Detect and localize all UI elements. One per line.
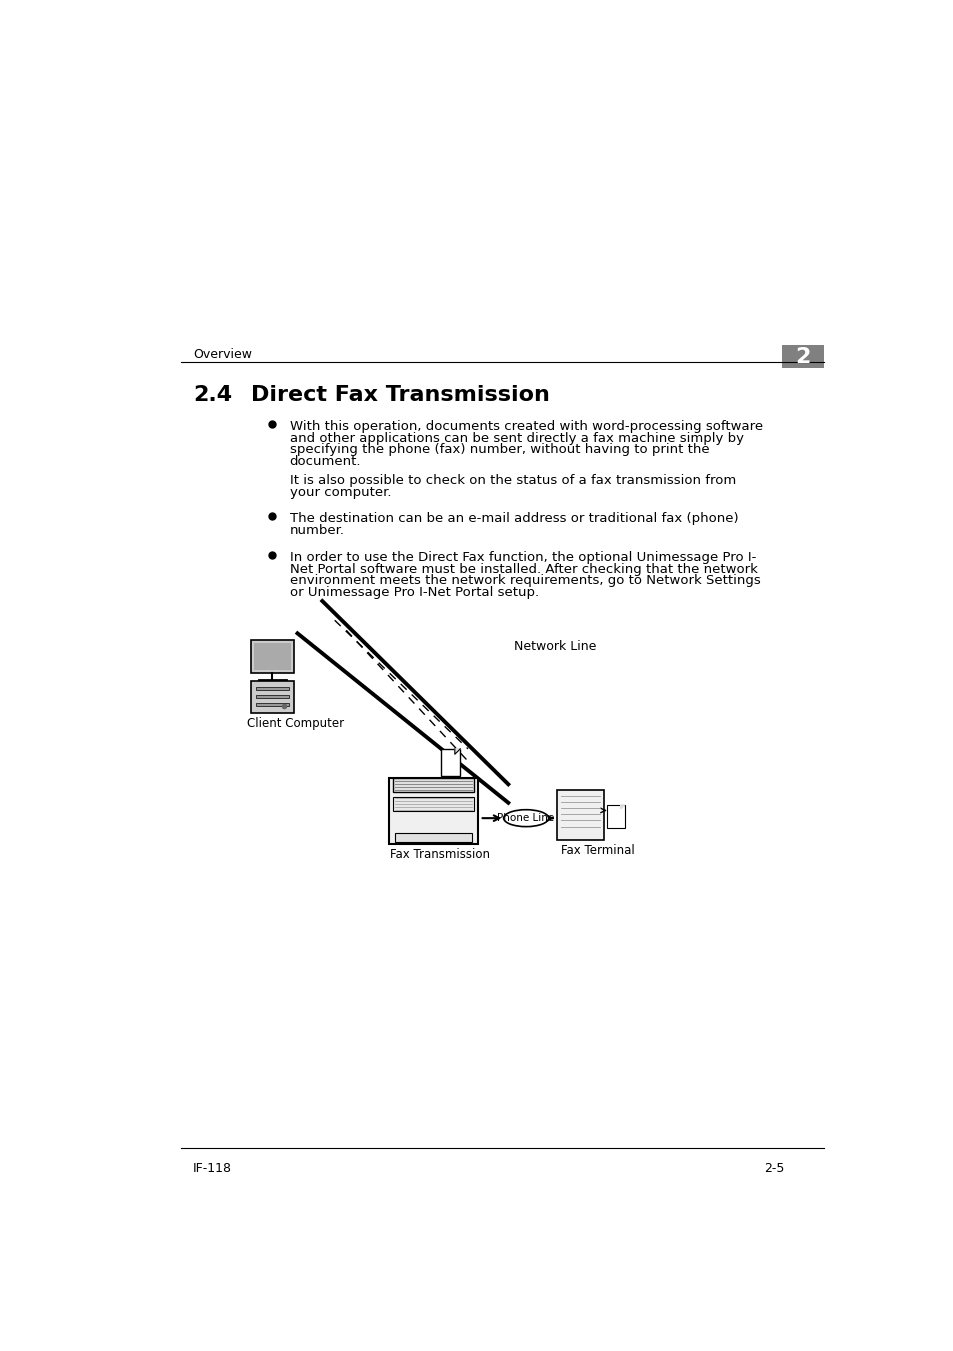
FancyBboxPatch shape	[255, 688, 289, 690]
Text: Network Line: Network Line	[514, 639, 597, 653]
FancyBboxPatch shape	[393, 778, 474, 792]
Text: number.: number.	[290, 524, 344, 536]
Text: environment meets the network requirements, go to Network Settings: environment meets the network requiremen…	[290, 574, 760, 588]
Text: Overview: Overview	[193, 349, 252, 361]
Text: 2: 2	[795, 347, 810, 367]
Text: Client Computer: Client Computer	[247, 717, 344, 731]
Text: and other applications can be sent directly a fax machine simply by: and other applications can be sent direc…	[290, 431, 743, 444]
Text: your computer.: your computer.	[290, 485, 391, 499]
FancyBboxPatch shape	[557, 790, 603, 840]
FancyBboxPatch shape	[395, 832, 472, 842]
Text: document.: document.	[290, 455, 361, 467]
FancyBboxPatch shape	[251, 681, 294, 713]
Polygon shape	[455, 748, 459, 754]
Polygon shape	[620, 805, 624, 809]
FancyBboxPatch shape	[607, 805, 624, 828]
FancyBboxPatch shape	[255, 694, 289, 698]
Text: It is also possible to check on the status of a fax transmission from: It is also possible to check on the stat…	[290, 474, 735, 486]
FancyBboxPatch shape	[251, 639, 294, 673]
FancyBboxPatch shape	[389, 778, 477, 843]
Text: Phone Line: Phone Line	[497, 813, 554, 823]
Ellipse shape	[503, 809, 548, 827]
Text: Net Portal software must be installed. After checking that the network: Net Portal software must be installed. A…	[290, 562, 757, 576]
FancyBboxPatch shape	[393, 797, 474, 811]
FancyBboxPatch shape	[781, 346, 823, 369]
Text: specifying the phone (fax) number, without having to print the: specifying the phone (fax) number, witho…	[290, 443, 709, 457]
FancyBboxPatch shape	[255, 703, 289, 705]
Text: 2.4: 2.4	[193, 385, 232, 405]
FancyBboxPatch shape	[253, 643, 291, 670]
Text: IF-118: IF-118	[193, 1162, 232, 1174]
Text: Fax Transmission: Fax Transmission	[390, 848, 490, 861]
Text: In order to use the Direct Fax function, the optional Unimessage Pro I-: In order to use the Direct Fax function,…	[290, 551, 756, 563]
FancyBboxPatch shape	[440, 748, 459, 775]
Text: The destination can be an e-mail address or traditional fax (phone): The destination can be an e-mail address…	[290, 512, 738, 526]
Text: Fax Terminal: Fax Terminal	[560, 844, 634, 858]
Text: or Unimessage Pro I-Net Portal setup.: or Unimessage Pro I-Net Portal setup.	[290, 585, 538, 598]
Text: Direct Fax Transmission: Direct Fax Transmission	[251, 385, 549, 405]
Text: 2-5: 2-5	[763, 1162, 783, 1174]
Text: With this operation, documents created with word-processing software: With this operation, documents created w…	[290, 420, 762, 434]
